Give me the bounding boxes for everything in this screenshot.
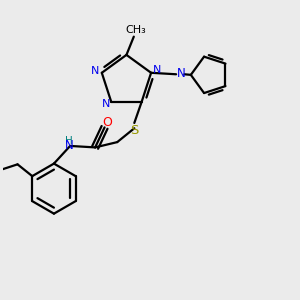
Text: CH₃: CH₃ xyxy=(125,25,146,35)
Text: N: N xyxy=(65,140,74,152)
Text: O: O xyxy=(102,116,112,129)
Text: S: S xyxy=(130,124,138,137)
Text: N: N xyxy=(102,99,110,109)
Text: N: N xyxy=(153,65,161,75)
Text: N: N xyxy=(91,66,100,76)
Text: N: N xyxy=(177,67,186,80)
Text: H: H xyxy=(65,136,73,146)
